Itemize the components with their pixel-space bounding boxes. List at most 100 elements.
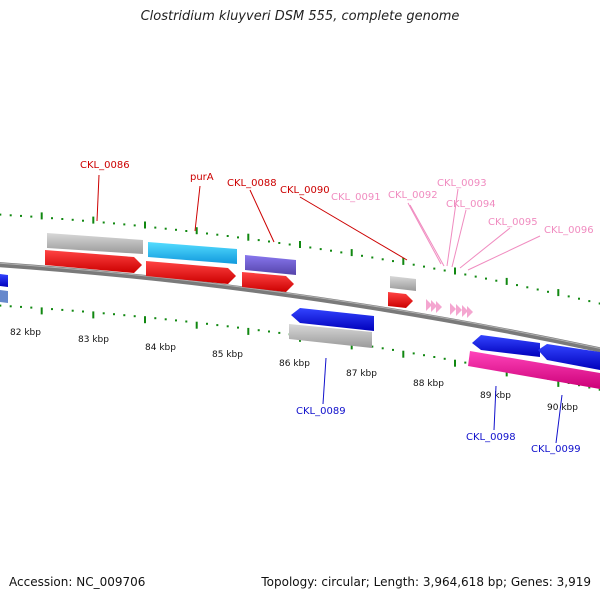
- forward-gene-label[interactable]: CKL_0095: [488, 217, 538, 228]
- scale-label: 87 kbp: [346, 369, 377, 379]
- outer-major-tick: [454, 267, 456, 275]
- reverse-gene-label[interactable]: CKL_0099: [531, 444, 581, 455]
- inner-minor-tick: [123, 314, 126, 317]
- outer-major-tick: [402, 257, 405, 265]
- forward-gene-label[interactable]: purA: [190, 172, 214, 183]
- outer-major-tick: [350, 249, 353, 257]
- ckl0088-cds-arrow: [242, 272, 294, 292]
- forward-leader-line: [407, 202, 442, 265]
- outer-minor-tick: [0, 213, 2, 216]
- scale-label: 86 kbp: [279, 359, 310, 369]
- reverse-gene-label[interactable]: CKL_0098: [466, 432, 516, 443]
- forward-gene-label[interactable]: CKL_0092: [388, 190, 438, 201]
- left-edge-reverse-cds: [0, 274, 8, 287]
- inner-minor-tick: [20, 305, 22, 308]
- outer-minor-tick: [30, 215, 33, 218]
- outer-minor-tick: [51, 217, 53, 220]
- inner-minor-tick: [443, 357, 446, 360]
- forward-leader-line: [446, 188, 459, 267]
- inner-minor-tick: [154, 317, 157, 320]
- forward-leader-line: [194, 185, 201, 232]
- forward-leader-line: [467, 235, 541, 271]
- forward-gene-label[interactable]: CKL_0086: [80, 160, 130, 171]
- pura-cds-arrow: [146, 261, 236, 284]
- outer-minor-tick: [330, 249, 332, 252]
- outer-minor-tick: [423, 265, 425, 268]
- genome-backbone-highlight: [0, 262, 600, 349]
- inner-minor-tick: [82, 310, 84, 313]
- left-edge-feature: [0, 290, 8, 303]
- outer-minor-tick: [371, 256, 374, 259]
- outer-major-tick: [299, 241, 301, 248]
- outer-minor-tick: [340, 251, 343, 254]
- ckl0088-feature-box: [245, 255, 296, 275]
- outer-minor-tick: [123, 223, 126, 226]
- inner-minor-tick: [133, 315, 136, 318]
- inner-major-tick: [40, 307, 43, 315]
- trna-chevron: [436, 301, 442, 313]
- outer-minor-tick: [392, 260, 394, 263]
- inner-minor-tick: [102, 312, 105, 315]
- outer-minor-tick: [433, 267, 436, 270]
- outer-major-tick: [144, 221, 146, 229]
- outer-minor-tick: [309, 246, 312, 249]
- ckl0089-gene-box: [289, 324, 372, 348]
- outer-minor-tick: [536, 288, 539, 291]
- outer-minor-tick: [175, 228, 177, 231]
- forward-leader-line: [451, 209, 467, 268]
- inner-minor-tick: [226, 325, 229, 328]
- genome-backbone: [0, 262, 600, 353]
- outer-major-tick: [92, 216, 95, 224]
- inner-major-tick: [350, 342, 353, 350]
- forward-gene-label[interactable]: CKL_0093: [437, 178, 487, 189]
- outer-minor-tick: [9, 214, 12, 217]
- forward-gene-label[interactable]: CKL_0096: [544, 225, 594, 236]
- trna-chevron: [467, 306, 473, 318]
- ckl0098-pink-feature: [468, 351, 600, 389]
- outer-major-tick: [557, 289, 560, 297]
- inner-major-tick: [195, 321, 198, 329]
- inner-major-tick: [144, 316, 146, 324]
- trna-chevron: [426, 299, 432, 311]
- outer-minor-tick: [495, 279, 498, 282]
- inner-minor-tick: [381, 347, 384, 350]
- accession-text: Accession: NC_009706: [9, 575, 146, 589]
- forward-gene-label[interactable]: CKL_0088: [227, 178, 277, 189]
- outer-minor-tick: [102, 221, 105, 224]
- forward-gene-label[interactable]: CKL_0091: [331, 192, 381, 203]
- forward-leader-line: [299, 196, 408, 261]
- inner-minor-tick: [278, 331, 281, 334]
- forward-gene-label[interactable]: CKL_0094: [446, 199, 496, 210]
- scale-label: 85 kbp: [212, 350, 243, 360]
- inner-minor-tick: [206, 322, 208, 325]
- inner-minor-tick: [51, 308, 53, 311]
- ckl0090-gene-box: [390, 276, 416, 291]
- outer-minor-tick: [216, 233, 219, 236]
- outer-minor-tick: [20, 214, 22, 217]
- forward-leader-line: [459, 227, 511, 269]
- outer-minor-tick: [361, 254, 363, 257]
- outer-minor-tick: [288, 243, 291, 246]
- inner-minor-tick: [71, 309, 74, 312]
- outer-minor-tick: [226, 235, 229, 237]
- inner-major-tick: [247, 327, 250, 335]
- inner-major-tick: [402, 350, 405, 358]
- outer-minor-tick: [71, 218, 74, 221]
- scale-label: 90 kbp: [547, 403, 578, 413]
- inner-minor-tick: [433, 356, 436, 358]
- outer-minor-tick: [464, 273, 467, 276]
- inner-minor-tick: [464, 361, 467, 364]
- outer-minor-tick: [412, 263, 415, 266]
- inner-minor-tick: [30, 306, 33, 309]
- outer-minor-tick: [516, 284, 518, 287]
- outer-minor-tick: [485, 277, 487, 280]
- outer-minor-tick: [82, 219, 84, 222]
- label-leader-lines: [96, 174, 563, 444]
- forward-gene-label[interactable]: CKL_0090: [280, 185, 330, 196]
- reverse-gene-label[interactable]: CKL_0089: [296, 406, 346, 417]
- outer-minor-tick: [154, 226, 157, 229]
- inner-minor-tick: [598, 388, 600, 391]
- trna-chevron: [456, 304, 462, 316]
- outer-tick-ring: [0, 212, 600, 305]
- ckl0098-cds-arrow: [472, 335, 540, 357]
